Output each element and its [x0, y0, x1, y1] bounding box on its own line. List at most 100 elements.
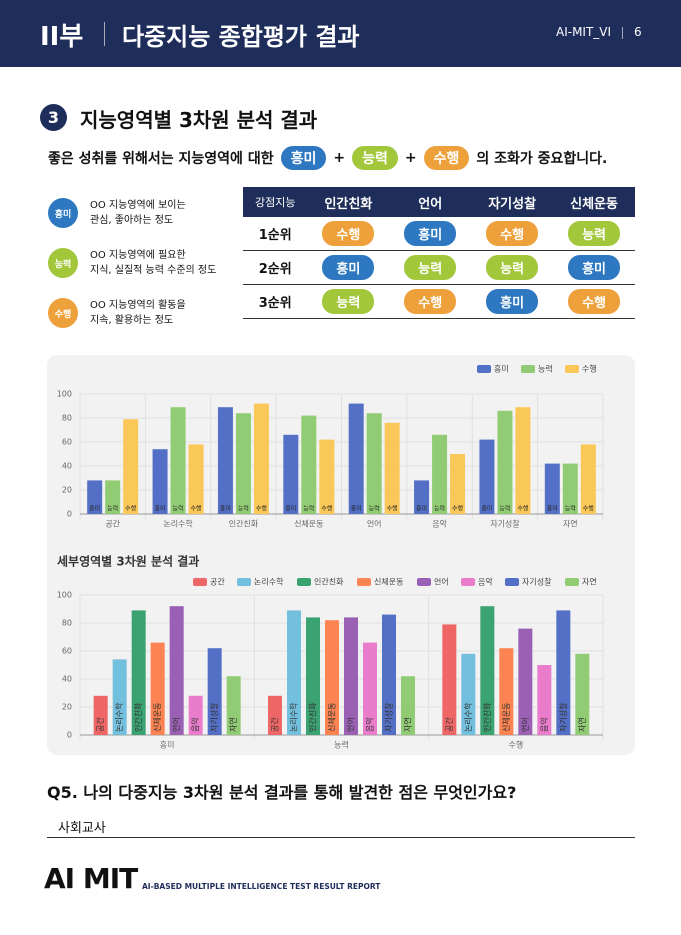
- table-cell: 흥미: [553, 250, 635, 285]
- chart-title: 세부영역별 3차원 분석 결과: [57, 554, 199, 569]
- table-cell: 능력: [389, 250, 472, 285]
- priority-table: 강점지능 인간친화 언어 자기성찰 신체운동 1순위 수행 흥미 수행 능력 2순위 흥미 능력 능력 흥미…: [243, 187, 635, 319]
- legend-swatch: [521, 365, 535, 373]
- legend-swatch: [237, 578, 251, 586]
- bar: [384, 422, 400, 514]
- bar: [188, 444, 204, 514]
- badge: 흥미: [322, 255, 375, 280]
- desc-line: OO 지능영역에 보이는: [90, 200, 186, 211]
- answer: 사회교사: [58, 821, 106, 836]
- table-cell: 수행: [307, 217, 390, 251]
- bar: [497, 410, 513, 514]
- bar: [544, 463, 560, 514]
- badge: 흥미: [486, 289, 539, 314]
- section-title: 지능영역별 3차원 분석 결과: [80, 108, 318, 132]
- bar: [152, 449, 168, 514]
- desc-line: 관심, 좋아하는 정도: [90, 215, 174, 226]
- section-number: 3: [40, 104, 67, 131]
- chart-panel: 0 20 40 60 80 100 수행 능력 흥미 공간 흥미 능력 수행 논리수학 흥미 능력 수행 인간친화…: [47, 355, 635, 755]
- table-cell: 흥미: [307, 250, 390, 285]
- bar: [515, 407, 531, 514]
- table-cell: 3순위: [243, 284, 308, 319]
- bar-label: 논리수학: [463, 702, 473, 732]
- bar-label: 인간친화: [308, 702, 318, 732]
- bar-label: 음악: [365, 717, 375, 732]
- legend-label: 언어: [434, 577, 449, 587]
- legend-desc: OO 지능영역에 필요한 지식, 실질적 능력 수준의 정도: [90, 248, 216, 278]
- badge: 능력: [352, 146, 398, 170]
- legend-label: 음악: [478, 577, 493, 587]
- header-cell: 신체운동: [553, 187, 635, 217]
- text: +: [333, 150, 346, 166]
- table-row: 3순위 능력 수행 흥미 수행: [243, 284, 635, 319]
- badge-circle: 수행: [48, 298, 78, 328]
- badge: 능력: [568, 221, 621, 246]
- bar: [414, 480, 430, 514]
- table-cell: 능력: [471, 250, 554, 285]
- bar: [235, 413, 251, 514]
- bar-label: 공간: [444, 717, 454, 732]
- x-tick-label: 공간: [105, 519, 120, 529]
- bar-label: 자연: [229, 717, 238, 732]
- bar-label: 논리수학: [114, 702, 124, 732]
- bar: [268, 695, 282, 735]
- bar: [123, 419, 139, 514]
- bar: [87, 480, 103, 514]
- logo: AI MIT: [44, 862, 138, 895]
- bar-label: 신체운동: [152, 703, 162, 732]
- answer-line: [47, 837, 635, 838]
- bar: [442, 624, 457, 735]
- header-cell: 자기성찰: [471, 187, 554, 217]
- legend-desc: OO 지능영역의 활동을 지속, 활용하는 정도: [90, 298, 186, 328]
- text: 2순위: [258, 262, 292, 277]
- desc-line: 지식, 실질적 능력 수준의 정도: [90, 265, 217, 276]
- y-tick-label: 100: [57, 390, 72, 399]
- bar-label: 흥미: [155, 505, 166, 513]
- bar-label: 능력: [565, 505, 576, 513]
- x-tick-label: 신체운동: [294, 519, 323, 529]
- badge-circle: 능력: [48, 248, 78, 278]
- tagline: AI-BASED MULTIPLE INTELLIGENCE TEST RESU…: [142, 882, 381, 891]
- table-cell: 수행: [389, 284, 472, 319]
- legend-swatch: [505, 578, 519, 586]
- bar-label: 흥미: [220, 505, 231, 513]
- bar-label: 능력: [238, 505, 249, 513]
- bar: [170, 407, 186, 514]
- legend-label: 신체운동: [374, 577, 403, 587]
- bar: [112, 659, 127, 735]
- text: 3순위: [258, 296, 292, 311]
- bar-label: 능력: [173, 505, 184, 513]
- bar: [450, 454, 466, 514]
- bar-label: 자기성찰: [558, 702, 568, 732]
- y-tick-label: 20: [62, 703, 72, 712]
- page-number: 6: [634, 25, 642, 39]
- bar-label: 능력: [369, 505, 380, 513]
- bar-label: 인간친화: [133, 702, 143, 732]
- x-tick-label: 인간친화: [229, 519, 259, 529]
- x-tick-label: 수행: [508, 740, 523, 750]
- bar: [556, 610, 571, 735]
- bar-label: 능력: [499, 505, 510, 513]
- bar-label: 수행: [256, 505, 267, 513]
- table-cell: 수행: [553, 284, 635, 319]
- legend-swatch: [357, 578, 371, 586]
- table-cell: 능력: [307, 284, 390, 319]
- badge: 수행: [322, 221, 375, 246]
- bar: [188, 695, 203, 735]
- bar-label: 능력: [434, 505, 445, 513]
- desc-line: OO 지능영역의 활동을: [90, 300, 186, 311]
- bar-label: 흥미: [481, 505, 492, 513]
- bar-label: 언어: [520, 717, 530, 732]
- text: +: [404, 150, 417, 166]
- badge: 능력: [486, 255, 539, 280]
- bar: [217, 407, 233, 514]
- legend-swatch: [461, 578, 475, 586]
- bar-label: 수행: [517, 505, 528, 513]
- bar: [283, 434, 299, 514]
- legend-swatch: [477, 365, 491, 373]
- header-title: 다중지능 종합평가 결과: [122, 23, 360, 51]
- bar: [319, 439, 335, 514]
- bar: [253, 403, 269, 514]
- table-cell: 흥미: [389, 217, 472, 251]
